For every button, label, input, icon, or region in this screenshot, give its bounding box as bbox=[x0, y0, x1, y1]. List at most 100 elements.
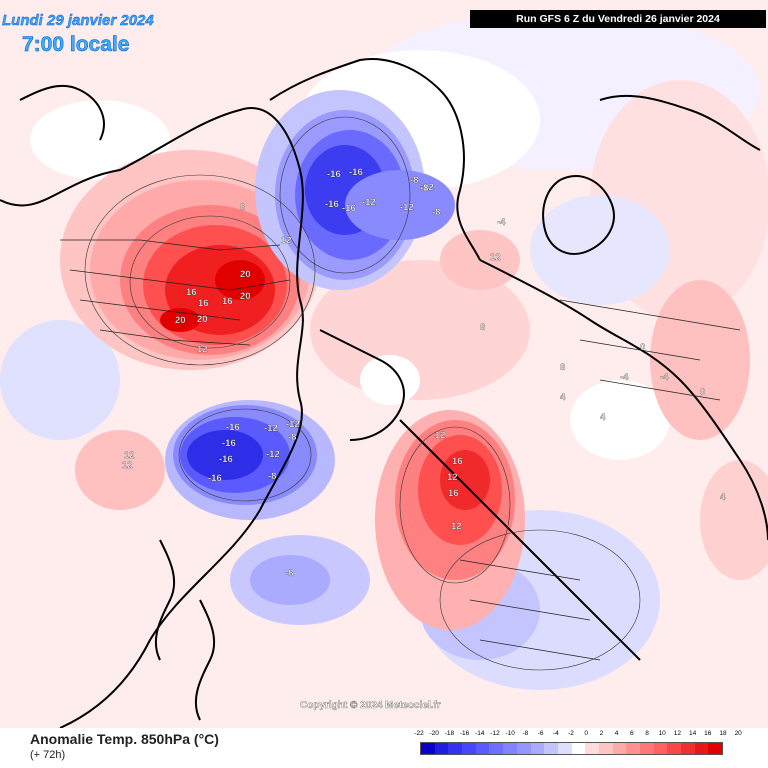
colorbar-cell bbox=[667, 743, 682, 754]
contour-label: -8 bbox=[285, 568, 293, 579]
copyright-notice: Copyright © 2024 Meteociel.fr bbox=[300, 700, 441, 711]
contour-label: 12 bbox=[451, 521, 462, 532]
cold-anomaly-pacific bbox=[165, 400, 335, 520]
colorbar-tick-label: 18 bbox=[719, 730, 727, 737]
map-title: Anomalie Temp. 850hPa (°C) bbox=[30, 731, 219, 747]
contour-label: 8 bbox=[240, 202, 245, 213]
contour-label: -16 bbox=[349, 167, 363, 178]
contour-label: 4 bbox=[720, 492, 726, 503]
colorbar-cell bbox=[653, 743, 668, 754]
colorbar-ticks: -22 -20 -18 -16 -14 -12 -10 -8 -6 -4 -2 0 2 4 6 8 10 12 14… bbox=[412, 730, 762, 740]
forecast-lead-time: (+ 72h) bbox=[30, 749, 66, 761]
contour-label: -12 bbox=[264, 423, 278, 434]
contour-label: -16 bbox=[219, 454, 233, 465]
contour-label: 20 bbox=[240, 291, 251, 302]
contour-label: -12 bbox=[362, 197, 376, 208]
coastlines bbox=[0, 58, 768, 728]
colorbar-tick-label: 20 bbox=[734, 730, 742, 737]
colorbar-tick-label: -10 bbox=[505, 730, 515, 737]
colorbar-tick-label: 4 bbox=[614, 730, 619, 737]
contour-label: -12 bbox=[420, 182, 434, 193]
temperature-anomaly-map: -16 -16-16 -16-12 -12-12-8-8-16-16-16-16-12… bbox=[0, 0, 768, 728]
colorbar-cell bbox=[708, 743, 723, 754]
colorbar-tick-label: -4 bbox=[552, 730, 559, 737]
colorbar-cell bbox=[694, 743, 709, 754]
colorbar-tick-label: -6 bbox=[537, 730, 544, 737]
colorbar-tick-label: 2 bbox=[599, 730, 604, 737]
forecast-time: 7:00 locale bbox=[22, 33, 130, 57]
contour-label: -12 bbox=[286, 419, 300, 430]
contour-label: -8 bbox=[288, 432, 296, 443]
legend-footer: Anomalie Temp. 850hPa (°C) (+ 72h) -22 -2… bbox=[0, 728, 768, 768]
colorbar-tick-label: 10 bbox=[658, 730, 666, 737]
contour-label: 16 bbox=[222, 296, 233, 307]
colorbar-cell bbox=[612, 743, 627, 754]
colorbar-cell bbox=[448, 743, 463, 754]
contour-label: 12 bbox=[281, 235, 292, 246]
contour-label: -16 bbox=[327, 169, 341, 180]
contour-label: -8 bbox=[410, 175, 418, 186]
contour-label: 20 bbox=[240, 269, 251, 280]
contour-labels: -16 -16-16 -16-12 -12-12-8-8-16-16-16-16-12… bbox=[122, 167, 726, 579]
colorbar-tick-label: -20 bbox=[429, 730, 439, 737]
contour-label: 16 bbox=[186, 287, 197, 298]
borders bbox=[60, 239, 741, 661]
contour-label: 20 bbox=[175, 315, 186, 326]
contour-label: 16 bbox=[452, 456, 463, 467]
colorbar-tick-label: 16 bbox=[704, 730, 712, 737]
colorbar-cell bbox=[489, 743, 504, 754]
contour-label: 8 bbox=[480, 322, 485, 333]
contour-label: 12 bbox=[122, 460, 133, 471]
contour-label: 20 bbox=[197, 314, 208, 325]
colorbar-tick-label: 6 bbox=[629, 730, 634, 737]
contour-label: -12 bbox=[266, 449, 280, 460]
colorbar-tick-label: 8 bbox=[645, 730, 649, 737]
colorbar-tick-label: -12 bbox=[490, 730, 500, 737]
contour-label: 0 bbox=[700, 387, 705, 398]
colorbar-tick-label: -8 bbox=[522, 730, 529, 737]
contour-label: -16 bbox=[325, 199, 339, 210]
colorbar-cell bbox=[626, 743, 640, 754]
model-run-info: Run GFS 6 Z du Vendredi 26 janvier 2024 bbox=[470, 10, 766, 28]
forecast-date: Lundi 29 janvier 2024 bbox=[2, 12, 154, 29]
contour-label: 4 bbox=[600, 412, 606, 423]
contour-label: -4 bbox=[497, 217, 506, 228]
contour-label: 12 bbox=[197, 344, 208, 355]
colorbar-cell bbox=[475, 743, 490, 754]
warm-anomaly-north-america bbox=[60, 150, 320, 370]
colorbar-cell bbox=[462, 743, 476, 754]
colorbar-tick-label: -22 bbox=[414, 730, 424, 737]
colorbar-cell bbox=[544, 743, 558, 754]
contours bbox=[84, 116, 641, 671]
contour-label: -4 bbox=[620, 372, 629, 383]
colorbar-cell bbox=[640, 743, 654, 754]
contour-label: -4 bbox=[660, 372, 669, 383]
contour-label: -12 bbox=[400, 202, 414, 213]
contour-label: -16 bbox=[342, 203, 356, 214]
colorbar-cell bbox=[598, 743, 613, 754]
contour-label: 12 bbox=[490, 252, 501, 263]
colorbar bbox=[420, 742, 724, 755]
colorbar-tick-label: 12 bbox=[673, 730, 681, 737]
contour-label: 16 bbox=[448, 488, 459, 499]
colorbar-tick-label: -2 bbox=[568, 730, 574, 737]
contour-label: -8 bbox=[432, 207, 440, 218]
colorbar-cell bbox=[571, 743, 586, 754]
contour-label: -8 bbox=[420, 183, 428, 194]
colorbar-cell bbox=[421, 743, 435, 754]
colorbar-tick-label: 0 bbox=[584, 730, 588, 737]
contour-label: -16 bbox=[226, 422, 240, 433]
contour-label: -8 bbox=[268, 471, 276, 482]
contour-label: 16 bbox=[198, 298, 209, 309]
contour-label: 12 bbox=[435, 430, 446, 441]
contour-label: -16 bbox=[208, 473, 222, 484]
colorbar-tick-label: -18 bbox=[444, 730, 455, 737]
colorbar-cell bbox=[557, 743, 572, 754]
colorbar-tick-label: 14 bbox=[688, 730, 697, 737]
warm-anomaly-asia bbox=[375, 410, 525, 630]
contour-label: 12 bbox=[124, 450, 135, 461]
colorbar-cell bbox=[516, 743, 531, 754]
colorbar-cell bbox=[530, 743, 545, 754]
contour-label: 8 bbox=[560, 362, 565, 373]
contour-label: 12 bbox=[447, 472, 458, 483]
